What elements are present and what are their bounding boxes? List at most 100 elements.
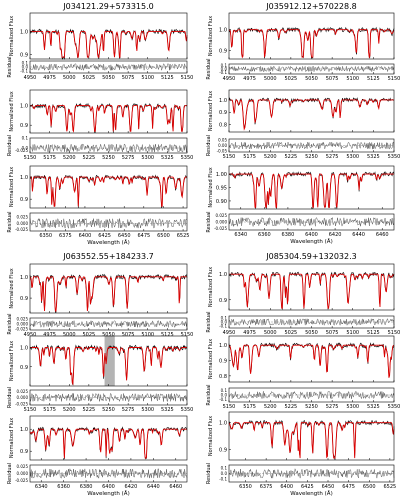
x-tick-label: 5225 — [83, 155, 96, 161]
flux-y-axis-label: Normalized Flux — [9, 16, 15, 56]
x-tick-label: 5050 — [305, 76, 318, 82]
x-tick-label: 5200 — [63, 407, 76, 413]
residual-y-tick-label: 0.1 — [22, 136, 29, 141]
observed-spectrum-line — [29, 102, 188, 133]
residual-y-tick-label: 0.000 — [216, 220, 228, 225]
x-tick-label: 5225 — [285, 404, 298, 410]
x-tick-label: 6525 — [177, 233, 190, 239]
flux-axes-frame — [29, 12, 188, 60]
flux-y-tick-label: 0.9 — [20, 449, 28, 455]
residual-y-axis-label: Residual — [206, 135, 212, 156]
residual-y-axis-label: Residual — [7, 135, 13, 156]
residual-y-tick-label: 0.025 — [17, 214, 29, 219]
residual-y-tick-label: -0.05 — [217, 148, 228, 153]
flux-y-tick-label: 0.8 — [219, 374, 227, 380]
x-tick-label: 6425 — [301, 484, 314, 490]
x-tick-label: 5175 — [243, 404, 256, 410]
residual-y-axis-label: Residual — [7, 387, 13, 408]
x-tick-label: 5275 — [122, 407, 135, 413]
model-spectrum-line — [30, 104, 187, 133]
flux-y-tick-label: 1.0 — [20, 175, 28, 181]
x-tick-label: 6420 — [329, 232, 342, 238]
flux-y-tick-label: 0.9 — [219, 447, 227, 453]
residual-y-tick-label: -0.1 — [219, 324, 227, 329]
x-tick-label: 5275 — [326, 154, 339, 160]
flux-axes-frame — [228, 411, 395, 461]
model-spectrum-line — [229, 273, 395, 309]
x-tick-label: 5000 — [264, 330, 277, 336]
x-tick-label: 6380 — [282, 232, 295, 238]
residual-y-tick-label: 0.025 — [216, 213, 228, 218]
flux-y-axis-label: Normalized Flux — [9, 268, 15, 308]
spectrum-panel-2: 1.0 0.9 Normalized Flux 0.1 0.0-0.025Residua… — [7, 89, 194, 161]
flux-y-tick-label: 0.90 — [216, 199, 227, 205]
x-axis-label: Wavelength (Å) — [290, 238, 332, 245]
residual-line — [29, 143, 188, 153]
flux-y-tick-label: 1.0 — [20, 104, 28, 110]
x-tick-label: 5325 — [367, 154, 380, 160]
flux-y-axis-label: Normalized Flux — [9, 418, 15, 458]
flux-y-axis-label: Normalized Flux — [208, 167, 214, 207]
x-tick-label: 5250 — [305, 404, 318, 410]
spectrum-panel-2: 1.0 0.9 0.8 Normalized Flux 0.050.00-0.05 Res… — [206, 89, 400, 160]
x-tick-label: 6400 — [79, 233, 92, 239]
x-tick-label: 5150 — [388, 330, 400, 336]
residual-y-tick-label: -0.025 — [15, 227, 28, 232]
x-tick-label: 6440 — [352, 232, 365, 238]
x-tick-label: 5050 — [305, 330, 318, 336]
flux-y-axis-label: Normalized Flux — [9, 167, 15, 207]
residual-y-tick-label: 0.1 — [221, 63, 228, 68]
x-tick-label: 5200 — [264, 154, 277, 160]
flux-y-tick-label: 0.9 — [20, 52, 28, 58]
spectrum-panel-3: 1.0 0.9 Normalized Flux 0.10.0-0.1 Residual 6… — [206, 411, 396, 497]
flux-y-axis-label: Normalized Flux — [208, 267, 214, 307]
residual-y-axis-label: Residual — [206, 211, 212, 232]
model-spectrum-line — [229, 99, 394, 131]
x-tick-label: 5350 — [181, 155, 194, 161]
x-tick-label: 6340 — [234, 232, 247, 238]
residual-y-tick-label: 0.000 — [17, 322, 29, 327]
x-tick-label: 5125 — [367, 330, 380, 336]
x-tick-label: 6350 — [39, 233, 52, 239]
residual-y-tick-label: 0.000 — [17, 471, 29, 476]
x-tick-label: 5025 — [285, 330, 298, 336]
spectrum-panel-1: 1.0 0.9 Normalized Flux 0.10.0-0.1 Residual 4… — [7, 12, 193, 81]
flux-y-axis-label: Normalized Flux — [208, 91, 214, 131]
residual-y-tick-label: 0.0 — [22, 65, 29, 70]
x-tick-label: 5075 — [326, 330, 339, 336]
x-tick-label: 5150 — [223, 154, 236, 160]
residual-y-tick-label: -0.1 — [219, 397, 227, 402]
flux-y-tick-label: 1.0 — [219, 421, 227, 427]
x-tick-label: 5025 — [285, 76, 298, 82]
x-axis-label: Wavelength (Å) — [87, 490, 129, 497]
x-tick-label: 6380 — [80, 484, 93, 490]
x-tick-label: 6350 — [239, 484, 252, 490]
residual-y-axis-label: Residual — [7, 56, 13, 77]
flux-y-tick-label: 1.0 — [219, 272, 227, 278]
x-tick-label: 6420 — [125, 484, 138, 490]
residual-line — [229, 390, 395, 400]
residual-y-axis-label: Residual — [7, 211, 13, 232]
x-tick-label: 5350 — [388, 154, 400, 160]
residual-y-tick-label: 0.1 — [221, 465, 228, 470]
x-tick-label: 5150 — [24, 155, 37, 161]
residual-y-tick-label: 0.05 — [218, 138, 227, 143]
flux-axes-frame — [29, 89, 188, 134]
x-tick-label: 4975 — [43, 332, 56, 338]
x-tick-label: 4950 — [223, 330, 236, 336]
masked-region — [104, 336, 115, 386]
x-tick-label: 5000 — [63, 332, 76, 338]
x-tick-label: 5225 — [285, 154, 298, 160]
x-tick-label: 6425 — [98, 233, 111, 239]
x-tick-label: 5100 — [346, 330, 359, 336]
residual-y-axis-label: Residual — [7, 463, 13, 484]
x-tick-label: 6460 — [169, 484, 182, 490]
flux-y-tick-label: 1.0 — [20, 346, 28, 352]
residual-line — [29, 468, 188, 479]
spectrum-panel-1: 1.0 0.9 Normalized Flux 0.10.0-0.1 Residual 4… — [206, 263, 400, 336]
residual-y-axis-label: Residual — [206, 311, 212, 332]
model-spectrum-line — [30, 347, 187, 386]
flux-y-axis-label: Normalized Flux — [208, 16, 214, 56]
